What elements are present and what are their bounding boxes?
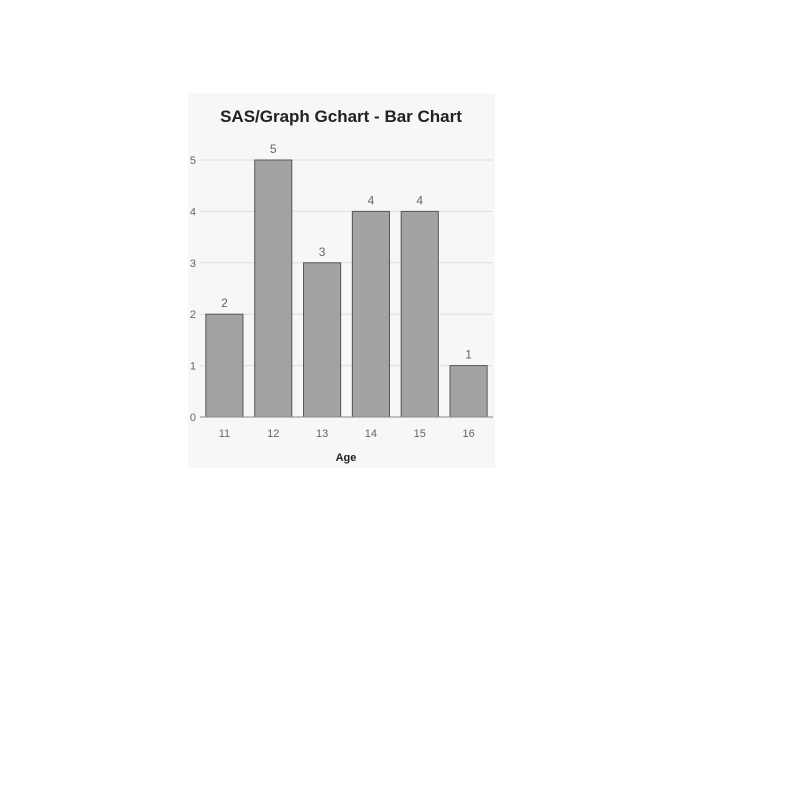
data-label: 3 [319, 245, 326, 259]
data-label: 1 [465, 348, 472, 362]
data-label: 2 [221, 296, 228, 310]
bar-16 [449, 365, 488, 418]
data-labels: 2 5 3 4 4 1 [221, 142, 472, 362]
grid-lines [200, 159, 493, 367]
x-axis-label: Age [336, 452, 357, 464]
x-axis-ticks: 11 12 13 14 15 16 [219, 428, 475, 440]
data-label: 4 [368, 193, 375, 207]
x-tick-label: 14 [365, 428, 377, 440]
y-axis-ticks: 0 1 2 3 4 5 [190, 155, 196, 424]
data-label: 4 [416, 193, 423, 207]
bar-13 [303, 262, 342, 418]
x-tick-label: 11 [219, 428, 230, 440]
bar-15 [400, 210, 439, 418]
data-label: 5 [270, 142, 277, 156]
bar-11 [205, 313, 244, 418]
x-tick-label: 13 [316, 428, 328, 440]
y-tick-label: 4 [190, 206, 196, 218]
x-tick-label: 16 [462, 428, 474, 440]
chart-title: SAS/Graph Gchart - Bar Chart [220, 107, 462, 126]
y-tick-label: 2 [190, 309, 196, 321]
y-tick-label: 0 [190, 412, 196, 424]
y-tick-label: 3 [190, 258, 196, 270]
y-tick-label: 5 [190, 155, 196, 167]
bar-12 [254, 159, 293, 418]
y-tick-label: 1 [190, 361, 196, 373]
bar-14 [351, 210, 390, 418]
bars [205, 159, 488, 418]
x-tick-label: 12 [267, 428, 279, 440]
x-tick-label: 15 [414, 428, 426, 440]
